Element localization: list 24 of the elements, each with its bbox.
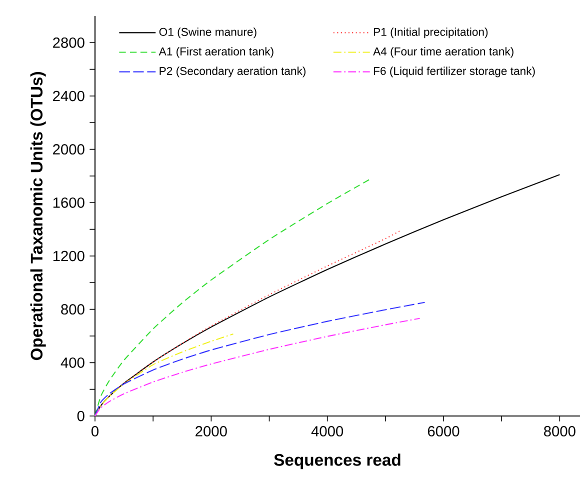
line-series [94,318,420,417]
x-axis-title: Sequences read [274,454,400,470]
legend-label: F6 (Liquid fertilizer storage tank) [374,66,535,78]
y-tick-label: 800 [61,304,84,315]
x-tick-label: 2000 [196,426,227,436]
line-series [94,178,372,417]
x-tick-label: 6000 [428,426,460,436]
legend-label: A1 (First aeration tank) [158,47,274,58]
y-tick-label: 2800 [53,37,84,48]
x-tick-label: 4000 [311,426,344,436]
y-tick-label: 400 [60,357,84,368]
x-tick-label: 0 [91,426,98,436]
y-tick-label: 2400 [53,90,84,102]
legend-label: A4 (Four time aeration tank) [373,47,514,58]
legend-label: P2 (Secondary aeration tank) [160,66,306,78]
y-tick-label: 0 [77,410,84,422]
y-axis-title: Operational Taxanomic Units (OTUs) [30,72,46,360]
legend-label: P1 (Initial precipitation) [374,28,488,38]
x-tick-label: 8000 [544,426,576,436]
legend-label: O1 (Swine manure) [159,28,256,38]
y-tick-label: 1600 [53,197,84,208]
line-series [94,302,426,417]
y-tick-label: 2000 [53,144,84,155]
y-tick-label: 1200 [53,250,84,262]
